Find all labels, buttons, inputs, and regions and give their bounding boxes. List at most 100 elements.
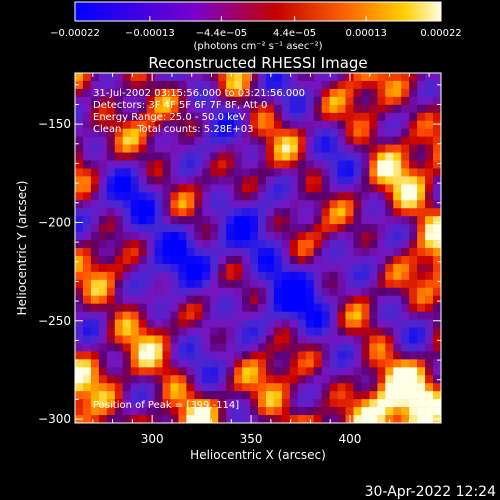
- heatmap-cell: [281, 255, 291, 265]
- heatmap-cell: [226, 407, 235, 416]
- heatmap-cell: [218, 128, 227, 137]
- heatmap-cell: [409, 80, 418, 90]
- heatmap-cell: [313, 399, 322, 408]
- heatmap-cell: [162, 224, 171, 233]
- heatmap-cell: [313, 255, 322, 265]
- heatmap-cell: [154, 263, 163, 273]
- heatmap-cell: [210, 192, 219, 201]
- heatmap-cell: [154, 216, 163, 225]
- heatmap-cell: [377, 168, 386, 177]
- heatmap-cell: [433, 240, 441, 249]
- heatmap-cell: [210, 415, 219, 423]
- heatmap-cell: [369, 359, 378, 368]
- heatmap-cell: [178, 335, 187, 344]
- heatmap-cell: [210, 152, 219, 161]
- heatmap-cell: [122, 295, 131, 304]
- heatmap-cell: [313, 240, 322, 249]
- heatmap-cell: [345, 240, 354, 249]
- heatmap-cell: [329, 295, 338, 304]
- heatmap-cell: [178, 144, 187, 153]
- heatmap-cell: [226, 367, 235, 376]
- heatmap-cell: [234, 232, 243, 241]
- heatmap-cell: [393, 367, 402, 376]
- heatmap-cell: [401, 415, 410, 423]
- heatmap-cell: [138, 255, 147, 265]
- heatmap-cell: [178, 327, 187, 336]
- heatmap-cell: [265, 279, 275, 289]
- heatmap-cell: [82, 112, 92, 122]
- heatmap-cell: [218, 407, 227, 416]
- heatmap-cell: [226, 73, 235, 82]
- heatmap-cell: [377, 407, 386, 416]
- heatmap-cell: [170, 88, 179, 98]
- heatmap-cell: [138, 184, 147, 193]
- heatmap-cell: [409, 168, 418, 177]
- heatmap-cell: [130, 248, 139, 257]
- heatmap-cell: [226, 240, 235, 249]
- heatmap-cell: [242, 176, 251, 185]
- heatmap-cell: [90, 263, 100, 273]
- heatmap-cell: [273, 407, 283, 416]
- heatmap-cell: [146, 359, 155, 368]
- heatmap-cell: [361, 255, 370, 265]
- heatmap-cell: [258, 168, 267, 177]
- heatmap-cell: [75, 104, 84, 114]
- heatmap-cell: [329, 327, 338, 336]
- heatmap-cell: [138, 399, 147, 408]
- heatmap-cell: [90, 383, 100, 392]
- heatmap-cell: [345, 200, 354, 209]
- heatmap-cell: [218, 287, 227, 297]
- heatmap-cell: [250, 128, 259, 137]
- heatmap-cell: [98, 144, 108, 153]
- heatmap-cell: [321, 120, 330, 129]
- heatmap-cell: [345, 208, 354, 217]
- heatmap-cell: [273, 327, 283, 336]
- heatmap-cell: [321, 168, 330, 177]
- heatmap-cell: [170, 112, 179, 122]
- heatmap-cell: [337, 73, 346, 82]
- heatmap-cell: [329, 391, 338, 400]
- heatmap-cell: [417, 383, 426, 392]
- heatmap-cell: [409, 399, 418, 408]
- heatmap-cell: [369, 120, 378, 129]
- heatmap-cell: [377, 112, 386, 122]
- heatmap-cell: [425, 303, 434, 312]
- heatmap-cell: [433, 96, 441, 106]
- heatmap-cell: [401, 303, 410, 312]
- heatmap-cell: [353, 359, 362, 368]
- heatmap-cell: [234, 311, 243, 320]
- heatmap-cell: [226, 120, 235, 129]
- heatmap-cell: [337, 200, 346, 209]
- heatmap-cell: [313, 208, 322, 217]
- heatmap-cell: [250, 303, 259, 312]
- heatmap-cell: [273, 200, 283, 209]
- heatmap-cell: [122, 80, 131, 90]
- heatmap-cell: [377, 343, 386, 352]
- heatmap-cell: [178, 343, 187, 352]
- heatmap-cell: [305, 224, 314, 233]
- heatmap-cell: [321, 160, 330, 169]
- heatmap-cell: [82, 375, 92, 384]
- heatmap-cell: [353, 224, 362, 233]
- heatmap-cell: [98, 224, 108, 233]
- heatmap-cell: [361, 383, 370, 392]
- heatmap-cell: [90, 184, 100, 193]
- heatmap-cell: [361, 399, 370, 408]
- heatmap-cell: [250, 415, 259, 423]
- heatmap-cell: [258, 263, 267, 273]
- heatmap-cell: [305, 399, 314, 408]
- heatmap-cell: [106, 359, 116, 368]
- heatmap-cell: [289, 104, 299, 114]
- heatmap-cell: [146, 240, 155, 249]
- heatmap-cell: [186, 399, 195, 408]
- heatmap-cell: [138, 343, 147, 352]
- heatmap-cell: [297, 144, 307, 153]
- heatmap-cell: [178, 80, 187, 90]
- heatmap-cell: [106, 168, 116, 177]
- heatmap-cell: [409, 144, 418, 153]
- heatmap-cell: [417, 176, 426, 185]
- heatmap-cell: [122, 263, 131, 273]
- heatmap-cell: [329, 216, 338, 225]
- heatmap-cell: [162, 73, 171, 82]
- heatmap-cell: [186, 73, 195, 82]
